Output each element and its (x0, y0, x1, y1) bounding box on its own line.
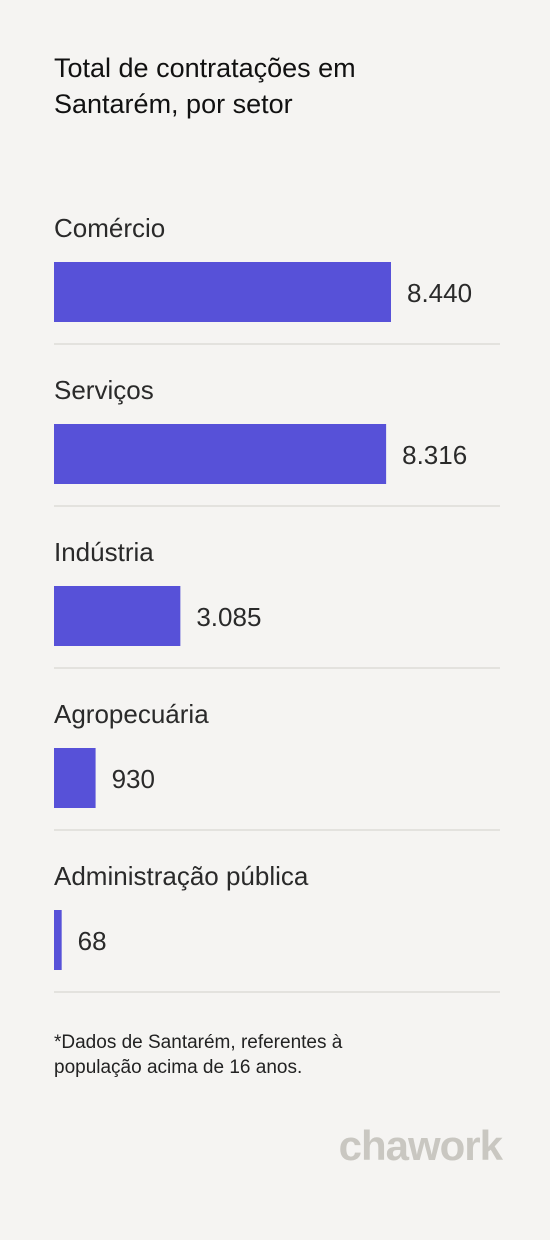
footnote: *Dados de Santarém, referentes à populaç… (54, 1032, 343, 1078)
category-label: Comércio (54, 213, 165, 243)
bar (54, 586, 181, 646)
bar (54, 424, 387, 484)
category-label: Indústria (54, 537, 154, 567)
brand-logo: chawork (338, 1122, 503, 1169)
value-label: 8.316 (402, 440, 467, 470)
chart-title: Total de contratações em Santarém, por s… (54, 53, 356, 119)
value-label: 3.085 (196, 602, 261, 632)
value-label: 930 (112, 764, 155, 794)
bar (54, 910, 62, 970)
value-label: 8.440 (407, 278, 472, 308)
bar (54, 748, 96, 808)
bar (54, 262, 391, 322)
value-label: 68 (78, 926, 107, 956)
category-label: Administração pública (54, 861, 309, 891)
category-label: Serviços (54, 375, 154, 405)
category-label: Agropecuária (54, 699, 209, 729)
